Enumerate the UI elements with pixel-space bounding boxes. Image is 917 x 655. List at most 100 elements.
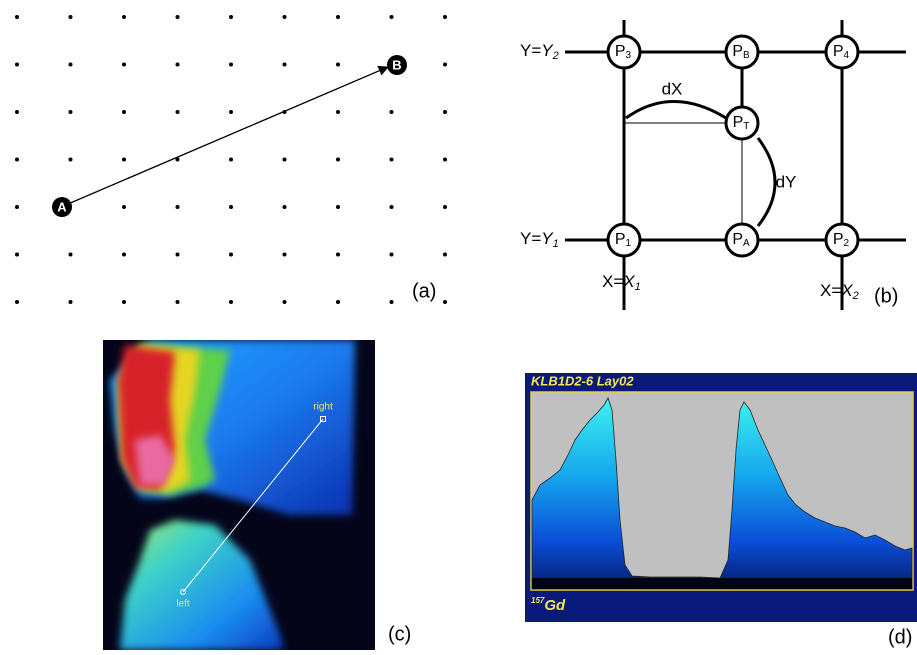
point-label: A	[57, 199, 67, 214]
dot	[176, 300, 180, 304]
dot	[176, 253, 180, 257]
dot	[69, 63, 73, 67]
baseline-band	[532, 578, 912, 589]
node-sub: A	[743, 238, 750, 249]
marker-label: left	[176, 599, 190, 610]
node-main: P	[615, 231, 626, 248]
dot	[229, 300, 233, 304]
dot	[283, 63, 287, 67]
dot	[15, 15, 19, 19]
dot	[15, 63, 19, 67]
dot	[122, 205, 126, 209]
dot	[443, 15, 447, 19]
dot	[336, 158, 340, 162]
node: PA	[726, 224, 758, 256]
dot	[390, 15, 394, 19]
dot	[122, 110, 126, 114]
dot	[443, 205, 447, 209]
dot	[443, 253, 447, 257]
figure: A B (a) dX dY P3PBP4PTP1PAP2 Y=Y2 Y=Y1 X…	[0, 0, 917, 650]
point-b: B	[387, 55, 407, 75]
dot-grid	[15, 15, 447, 304]
node-main: P	[615, 43, 626, 60]
panel-label: (a)	[412, 280, 436, 302]
dot	[122, 158, 126, 162]
dot	[15, 158, 19, 162]
dot	[336, 15, 340, 19]
dy-arc	[758, 138, 775, 226]
dot	[176, 63, 180, 67]
marker-label: right	[313, 402, 333, 413]
dot	[443, 63, 447, 67]
node-sub: 4	[844, 50, 850, 61]
dot	[15, 205, 19, 209]
node: PT	[726, 107, 758, 139]
helper-lines	[624, 123, 742, 223]
dot	[283, 205, 287, 209]
node-main: P	[732, 231, 743, 248]
page: {"panels": [ {"label": "(a)", "points": …	[0, 0, 917, 650]
panel-label: (d)	[888, 626, 912, 648]
plot-title: KLB1D2-6 Lay02	[531, 373, 634, 388]
dot	[69, 300, 73, 304]
dot	[176, 15, 180, 19]
dot	[336, 205, 340, 209]
node-sub: 2	[844, 238, 850, 249]
node-sub: 1	[626, 238, 632, 249]
dot	[122, 63, 126, 67]
node: P2	[826, 224, 858, 256]
node-sub: B	[743, 50, 750, 61]
dot	[176, 205, 180, 209]
node-sub: T	[743, 121, 749, 132]
panel-label: (b)	[874, 285, 898, 307]
dot	[229, 63, 233, 67]
dot	[283, 158, 287, 162]
dot	[15, 300, 19, 304]
dot	[15, 253, 19, 257]
dot	[15, 110, 19, 114]
heatmap-image	[103, 340, 375, 650]
dot	[176, 110, 180, 114]
node-sub: 3	[626, 50, 632, 61]
axis-label: Y=Y1	[520, 229, 559, 249]
node: P1	[608, 224, 640, 256]
dot	[443, 300, 447, 304]
dx-arc	[626, 102, 726, 119]
point-label: B	[392, 57, 401, 72]
axis-label: X=X2	[820, 281, 859, 301]
dot	[283, 253, 287, 257]
node: P3	[608, 36, 640, 68]
axis-label: Y=Y2	[520, 41, 559, 61]
dot	[229, 110, 233, 114]
dot	[283, 15, 287, 19]
dot	[69, 110, 73, 114]
dot	[69, 15, 73, 19]
node-main: P	[833, 43, 844, 60]
arc-label: dY	[776, 172, 797, 191]
node: P4	[826, 36, 858, 68]
node-main: P	[733, 114, 744, 131]
dot	[336, 253, 340, 257]
node-main: P	[833, 231, 844, 248]
dot	[122, 15, 126, 19]
dot	[336, 63, 340, 67]
dot	[229, 253, 233, 257]
dot	[69, 158, 73, 162]
dot	[390, 158, 394, 162]
node-main: P	[732, 43, 743, 60]
dot	[122, 253, 126, 257]
node: PB	[726, 36, 758, 68]
dot	[229, 205, 233, 209]
dot	[390, 253, 394, 257]
arc-label: dX	[662, 79, 683, 98]
dot	[390, 300, 394, 304]
vector-arrow	[68, 67, 388, 204]
dot	[336, 300, 340, 304]
point-a: A	[52, 197, 72, 217]
dot	[443, 158, 447, 162]
dot	[69, 253, 73, 257]
dot	[229, 158, 233, 162]
axis-label: X=X1	[602, 272, 641, 292]
dot	[390, 205, 394, 209]
dot	[336, 110, 340, 114]
